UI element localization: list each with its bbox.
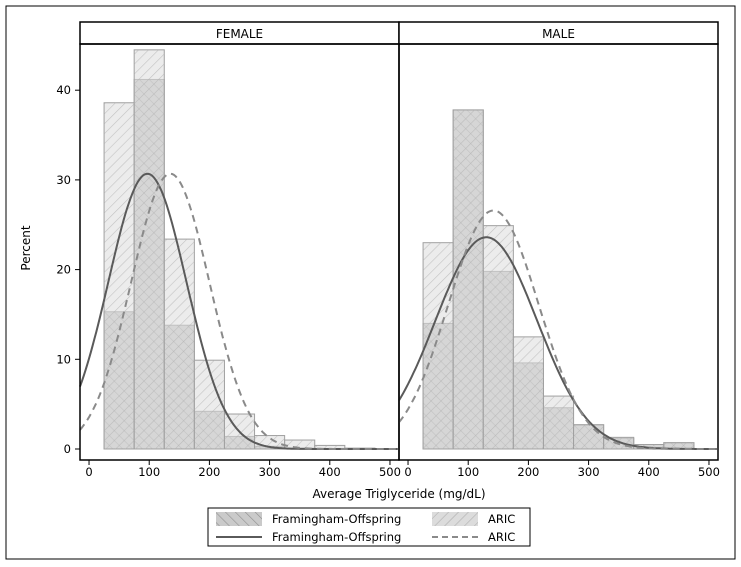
legend-label-framingham-line: Framingham-Offspring <box>272 530 401 544</box>
x-axis-label: Average Triglyceride (mg/dL) <box>312 487 485 501</box>
x-tick-label: 200 <box>517 465 539 479</box>
y-tick-label: 30 <box>56 173 71 187</box>
histogram-bar-hatch <box>573 424 604 449</box>
outer-frame <box>5 5 736 560</box>
panel-title: FEMALE <box>216 27 263 41</box>
y-tick-label: 20 <box>56 263 71 277</box>
histogram-bar-hatch <box>314 445 345 449</box>
histogram-bar-hatch <box>483 225 514 449</box>
x-tick-label: 500 <box>698 465 720 479</box>
histogram-bar-hatch <box>423 242 454 449</box>
y-tick-label: 0 <box>64 442 71 456</box>
legend-label-aric-line: ARIC <box>488 530 515 544</box>
histogram-bar-hatch <box>104 102 135 450</box>
legend-label-framingham-hist: Framingham-Offspring <box>272 512 401 526</box>
x-tick-label: 300 <box>259 465 281 479</box>
histogram-bar-hatch <box>194 360 225 449</box>
x-tick-label: 400 <box>319 465 341 479</box>
plot-frame <box>398 43 719 461</box>
y-tick-label: 10 <box>56 352 71 366</box>
legend-label-aric-hist: ARIC <box>488 512 515 526</box>
x-tick-label: 300 <box>578 465 600 479</box>
histogram-bar-hatch <box>284 440 315 449</box>
x-tick-label: 0 <box>404 465 411 479</box>
x-tick-label: 400 <box>638 465 660 479</box>
x-tick-label: 0 <box>85 465 92 479</box>
normal-curve-aric <box>398 209 717 450</box>
histogram-bar-hatch <box>134 49 165 450</box>
normal-curve-aric <box>79 172 398 450</box>
x-tick-label: 200 <box>198 465 220 479</box>
x-tick-label: 100 <box>457 465 479 479</box>
histogram-bar-hatch <box>663 442 694 449</box>
histogram-bar-hatch <box>164 239 195 449</box>
panel-title: MALE <box>542 27 575 41</box>
y-tick-label: 40 <box>56 83 71 97</box>
histogram-bar-hatch <box>453 109 484 450</box>
panel-female: FEMALE 0 100 200 300 400 500 <box>79 21 401 479</box>
y-axis-label: Percent <box>19 225 33 270</box>
histogram-bar-hatch <box>513 336 544 449</box>
x-tick-label: 100 <box>138 465 160 479</box>
x-tick-label: 500 <box>379 465 401 479</box>
legend: Framingham-Offspring ARIC Framingham-Off… <box>207 507 531 547</box>
histogram-bar-hatch <box>543 396 574 449</box>
panel-male: MALE 0 100 200 300 400 500 <box>398 21 720 479</box>
